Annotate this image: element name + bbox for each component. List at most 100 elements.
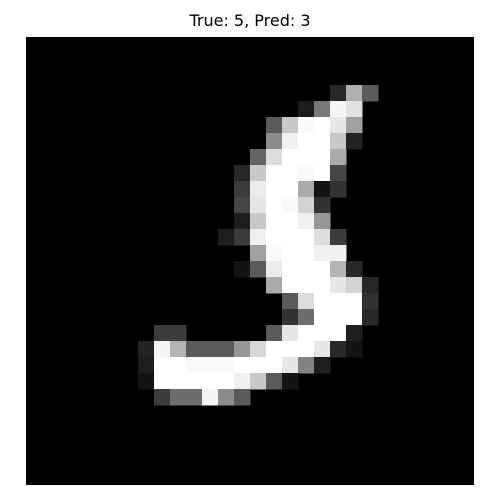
pixel (346, 133, 363, 150)
pixel (138, 357, 155, 374)
pixel (346, 277, 363, 294)
pixel (266, 325, 283, 342)
pixel (234, 373, 251, 390)
pixel (266, 229, 283, 246)
pixel (154, 325, 171, 342)
pixel (266, 165, 283, 182)
pixel (138, 373, 155, 390)
pixel (298, 245, 315, 262)
pixel (266, 277, 283, 294)
pixel (234, 181, 251, 198)
pixel (298, 325, 315, 342)
pixel (346, 325, 363, 342)
pixel (282, 293, 299, 310)
pixel (298, 165, 315, 182)
pixel (298, 293, 315, 310)
pixel (362, 85, 379, 102)
pixel (298, 101, 315, 118)
pixel (314, 197, 331, 214)
pixel (346, 341, 363, 358)
pixel (330, 165, 347, 182)
pixel (234, 229, 251, 246)
pixel (362, 277, 379, 294)
pixel (266, 117, 283, 134)
pixel (202, 373, 219, 390)
pixel (298, 133, 315, 150)
pixel (282, 325, 299, 342)
pixel (298, 341, 315, 358)
pixel (298, 197, 315, 214)
pixel (266, 133, 283, 150)
pixel (298, 181, 315, 198)
pixel (266, 181, 283, 198)
pixel (282, 213, 299, 230)
pixel (314, 213, 331, 230)
pixel (282, 149, 299, 166)
pixel (314, 117, 331, 134)
pixel (330, 309, 347, 326)
pixel (202, 341, 219, 358)
pixel (298, 357, 315, 374)
pixel (282, 165, 299, 182)
pixel (218, 357, 235, 374)
pixel (138, 341, 155, 358)
pixel (314, 245, 331, 262)
pixel (266, 197, 283, 214)
pixel (250, 245, 267, 262)
pixel (330, 117, 347, 134)
pixel (154, 373, 171, 390)
pixel (266, 341, 283, 358)
pixel (154, 357, 171, 374)
pixel (154, 389, 171, 406)
pixel (282, 357, 299, 374)
digit-image (26, 37, 474, 485)
pixel (298, 277, 315, 294)
pixel (314, 293, 331, 310)
pixel (346, 117, 363, 134)
pixel (314, 325, 331, 342)
pixel (266, 213, 283, 230)
pixel (346, 85, 363, 102)
pixel (282, 181, 299, 198)
pixel (282, 309, 299, 326)
pixel (362, 293, 379, 310)
pixel (330, 341, 347, 358)
pixel (314, 149, 331, 166)
pixel (218, 229, 235, 246)
pixel (282, 229, 299, 246)
pixel (282, 197, 299, 214)
pixel (234, 213, 251, 230)
pixel (202, 389, 219, 406)
pixel (266, 357, 283, 374)
pixel (202, 357, 219, 374)
pixel (186, 389, 203, 406)
pixel (298, 213, 315, 230)
pixel (218, 389, 235, 406)
pixel (282, 245, 299, 262)
pixel (298, 261, 315, 278)
pixel (218, 373, 235, 390)
pixel (170, 373, 187, 390)
pixel (170, 341, 187, 358)
pixel (170, 357, 187, 374)
pixel (330, 325, 347, 342)
pixel (330, 149, 347, 166)
pixel (314, 309, 331, 326)
pixel (282, 261, 299, 278)
pixel (282, 373, 299, 390)
pixel (330, 85, 347, 102)
pixel (250, 357, 267, 374)
pixel (250, 261, 267, 278)
pixel (330, 245, 347, 262)
pixel (282, 341, 299, 358)
pixel (346, 101, 363, 118)
pixel (362, 309, 379, 326)
pixel (330, 229, 347, 246)
pixel (250, 149, 267, 166)
pixel (250, 181, 267, 198)
pixel (314, 165, 331, 182)
pixel (330, 293, 347, 310)
pixel (346, 261, 363, 278)
figure-title: True: 5, Pred: 3 (189, 11, 311, 30)
